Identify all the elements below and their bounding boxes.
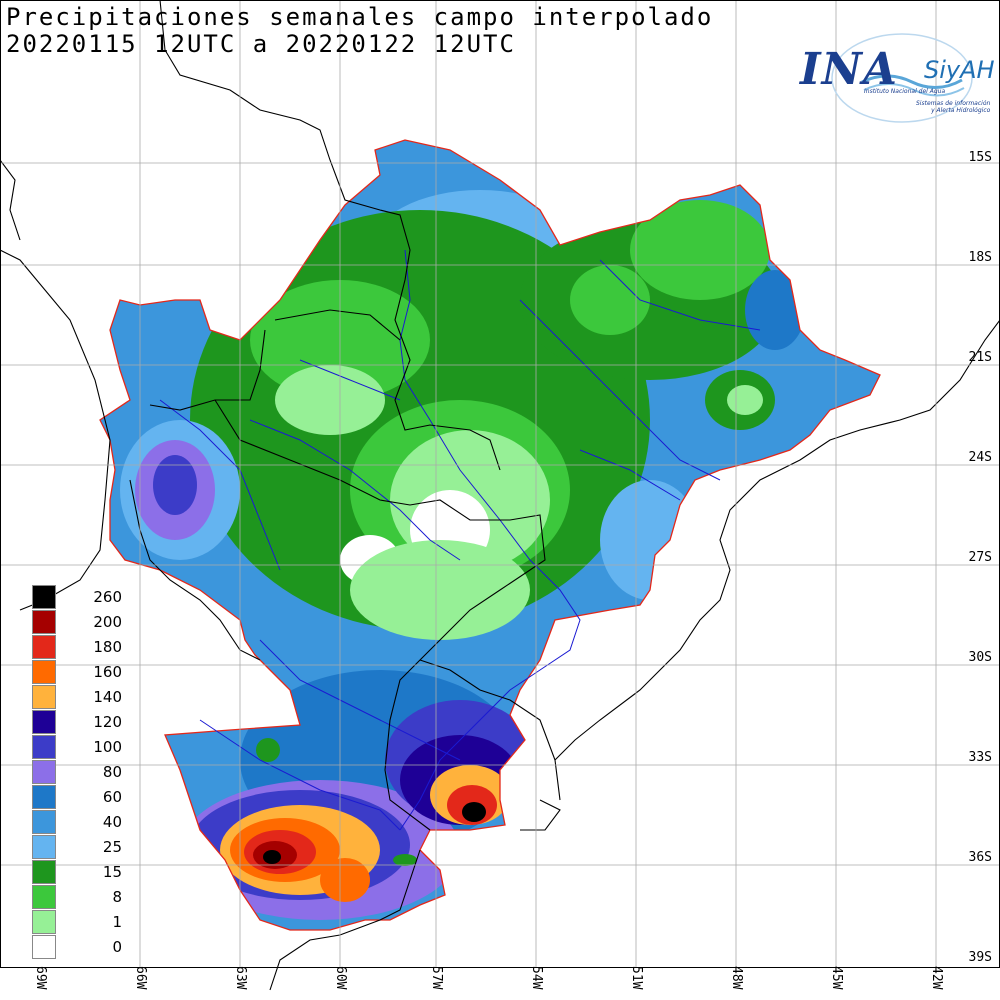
lat-label: 15S	[968, 150, 992, 165]
legend-row: 200	[32, 610, 122, 635]
legend-swatch	[32, 785, 56, 809]
lon-label: 66W	[133, 966, 148, 990]
lon-label: 57W	[429, 966, 444, 990]
lat-label: 30S	[968, 650, 992, 665]
logo-ina-text: INA	[800, 44, 898, 95]
legend-label: 120	[93, 713, 122, 731]
graticule	[0, 0, 1000, 968]
legend-swatch	[32, 810, 56, 834]
legend-row: 1	[32, 910, 122, 935]
legend-row: 140	[32, 685, 122, 710]
legend-label: 260	[93, 588, 122, 606]
legend-label: 140	[93, 688, 122, 706]
legend-swatch	[32, 710, 56, 734]
legend-row: 15	[32, 860, 122, 885]
legend-swatch	[32, 735, 56, 759]
legend-label: 0	[112, 938, 122, 956]
legend-label: 160	[93, 663, 122, 681]
rivers	[159, 249, 761, 831]
logo-tagline: Sistemas de información y Alerta Hidroló…	[916, 100, 990, 114]
legend-row: 100	[32, 735, 122, 760]
legend-swatch	[32, 635, 56, 659]
legend-swatch	[32, 885, 56, 909]
legend-label: 40	[102, 813, 122, 831]
precip-field	[100, 140, 880, 930]
legend-swatch	[32, 860, 56, 884]
legend-label: 25	[102, 838, 122, 856]
lon-label: 63W	[233, 966, 248, 990]
logo-swoosh-icon	[831, 33, 973, 123]
legend-label: 80	[102, 763, 122, 781]
legend-swatch	[32, 610, 56, 634]
legend-row: 80	[32, 760, 122, 785]
legend-label: 200	[93, 613, 122, 631]
legend-swatch	[32, 585, 56, 609]
logo-subtitle: Instituto Nacional del Agua	[864, 88, 946, 95]
legend-row: 160	[32, 660, 122, 685]
map-title: Precipitaciones semanales campo interpol…	[6, 3, 714, 31]
legend-row: 60	[32, 785, 122, 810]
logo-tagline-1: Sistemas de información	[916, 100, 991, 107]
lon-label: 60W	[333, 966, 348, 990]
legend-row: 180	[32, 635, 122, 660]
legend-swatch	[32, 835, 56, 859]
legend-swatch	[32, 935, 56, 959]
legend-swatch	[32, 910, 56, 934]
map-subtitle-dates: 20220115 12UTC a 20220122 12UTC	[6, 30, 516, 58]
legend-swatch	[32, 685, 56, 709]
lat-label: 18S	[968, 250, 992, 265]
legend-row: 120	[32, 710, 122, 735]
lat-label: 33S	[968, 750, 992, 765]
lat-label: 36S	[968, 850, 992, 865]
lon-label: 45W	[829, 966, 844, 990]
logo-tagline-2: y Alerta Hidrológico	[931, 107, 991, 114]
legend-row: 40	[32, 810, 122, 835]
lon-label: 54W	[529, 966, 544, 990]
legend-row: 0	[32, 935, 122, 960]
lon-label: 69W	[33, 966, 48, 990]
legend-label: 60	[102, 788, 122, 806]
legend-row: 260	[32, 585, 122, 610]
lat-label: 21S	[968, 350, 992, 365]
legend-label: 180	[93, 638, 122, 656]
lat-label: 24S	[968, 450, 992, 465]
legend-label: 1	[112, 913, 122, 931]
legend-row: 8	[32, 885, 122, 910]
legend-row: 25	[32, 835, 122, 860]
lon-label: 48W	[729, 966, 744, 990]
lat-label: 39S	[968, 950, 992, 965]
legend-label: 8	[112, 888, 122, 906]
logo-siyah-text: SiyAH	[924, 56, 995, 84]
lon-label: 42W	[929, 966, 944, 990]
legend-label: 15	[102, 863, 122, 881]
lat-label: 27S	[968, 550, 992, 565]
legend-swatch	[32, 660, 56, 684]
legend-swatch	[32, 760, 56, 784]
legend-label: 100	[93, 738, 122, 756]
lon-label: 51W	[629, 966, 644, 990]
ina-siyah-logo: INA SiyAH Instituto Nacional del Agua Si…	[792, 30, 997, 130]
